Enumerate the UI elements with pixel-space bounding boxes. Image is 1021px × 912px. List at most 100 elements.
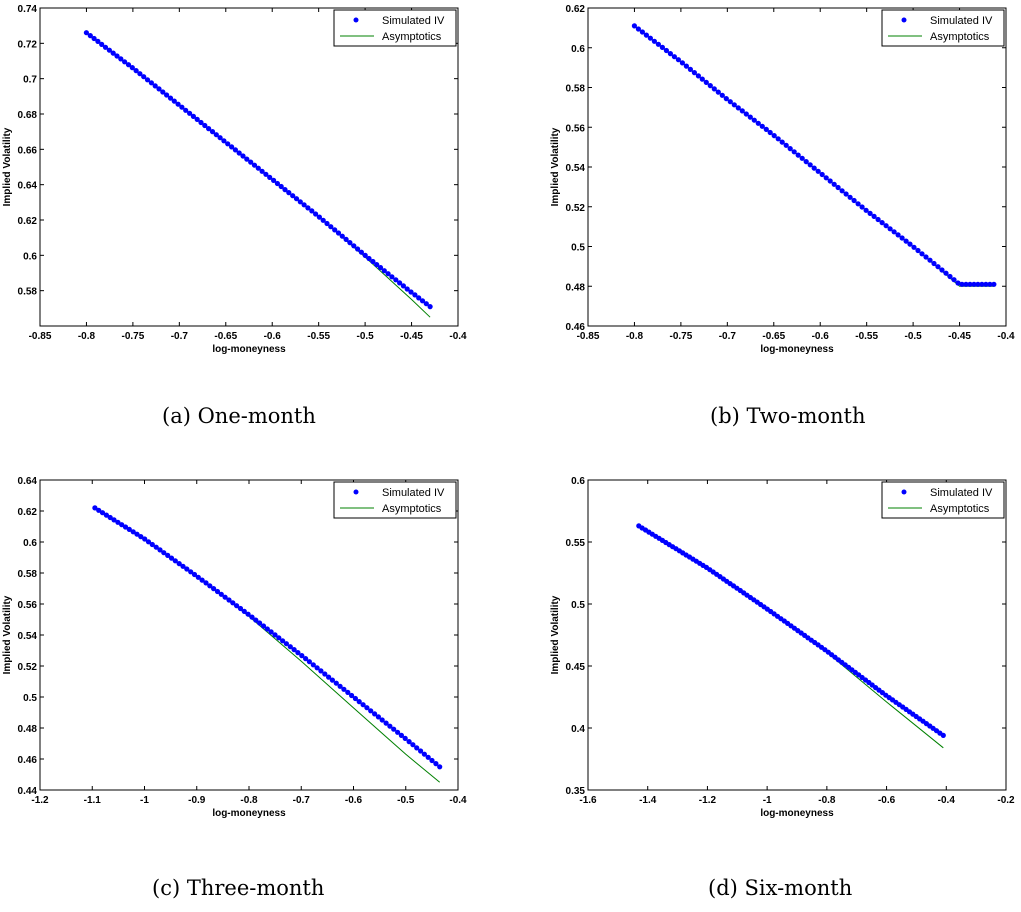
plot-frame [587,479,1007,791]
x-tick-label: -0.6 [345,795,363,806]
marker-simulated-iv [423,301,429,307]
y-tick-label: 0.52 [18,662,38,673]
marker-simulated-iv [225,141,231,147]
marker-simulated-iv [839,188,845,194]
caption-six-month: (d) Six-month [708,876,853,900]
marker-simulated-iv [324,220,330,227]
marker-simulated-iv [377,265,384,271]
marker-simulated-iv [695,73,701,79]
marker-simulated-iv [287,644,293,650]
marker-simulated-iv [940,732,946,738]
marker-simulated-iv [987,281,993,287]
marker-simulated-iv [412,292,418,298]
marker-simulated-iv [703,79,709,85]
y-tick-label: 0.46 [566,322,586,333]
marker-simulated-iv [827,178,833,184]
marker-simulated-iv [971,281,977,287]
marker-simulated-iv [875,216,881,223]
marker-simulated-iv [727,99,733,105]
marker-simulated-iv [887,226,893,232]
marker-simulated-iv [735,105,741,111]
marker-simulated-iv [106,47,112,53]
marker-simulated-iv [755,120,761,126]
x-tick-label: -0.6 [264,331,282,342]
x-tick-label: -1.1 [84,795,102,806]
marker-simulated-iv [198,119,204,126]
marker-simulated-iv [267,174,273,180]
marker-simulated-iv [835,184,841,191]
marker-simulated-iv [339,233,345,239]
marker-simulated-iv [118,56,124,62]
marker-simulated-iv [322,671,328,677]
y-tick-label: 0.56 [566,123,586,134]
marker-simulated-iv [293,196,300,202]
marker-simulated-iv [176,561,182,567]
plot-frame [39,479,459,791]
y-tick-label: 0.74 [18,4,38,15]
y-tick-label: 0.35 [566,786,586,797]
x-tick-label: -0.2 [997,795,1015,806]
marker-simulated-iv [360,702,366,708]
legend-marker-simulated-iv [901,489,907,495]
x-tick-label: -0.45 [948,331,971,342]
y-tick-label: 0.54 [566,163,586,174]
marker-simulated-iv [114,53,120,59]
legend-label-asymptotics: Asymptotics [930,503,990,515]
x-tick-label: -0.5 [397,795,415,806]
marker-simulated-iv [807,162,813,168]
marker-simulated-iv [309,208,315,214]
marker-simulated-iv [221,138,227,144]
y-tick-label: 0.6 [571,476,585,487]
marker-simulated-iv [83,30,89,36]
marker-simulated-iv [320,217,326,223]
series-line-asymptotics [94,507,441,783]
marker-simulated-iv [851,197,857,204]
caption-two-month: (b) Two-month [710,404,866,428]
marker-simulated-iv [286,190,292,196]
marker-simulated-iv [218,591,224,597]
y-tick-label: 0.72 [18,39,38,50]
y-tick-label: 0.44 [18,786,38,797]
marker-simulated-iv [272,632,278,638]
x-tick-label: -0.8 [626,331,644,342]
marker-simulated-iv [811,165,817,171]
marker-simulated-iv [91,35,97,42]
marker-simulated-iv [226,597,232,603]
chart-one-month: -0.85 -0.8 -0.75 -0.7 -0.65 -0.6 -0.55 -0.5 -0.4… [2,4,467,355]
marker-simulated-iv [260,623,267,629]
x-tick-label: -0.55 [307,331,330,342]
marker-simulated-iv [915,247,921,254]
marker-simulated-iv [923,254,929,260]
legend-box [333,481,457,519]
marker-simulated-iv [240,153,246,159]
marker-simulated-iv [967,281,973,287]
marker-simulated-iv [316,214,322,220]
marker-simulated-iv [303,656,309,662]
marker-simulated-iv [161,550,167,556]
marker-simulated-iv [883,223,889,229]
marker-simulated-iv [138,534,144,540]
marker-simulated-iv [935,264,941,270]
marker-simulated-iv [328,224,334,230]
marker-simulated-iv [787,146,793,152]
x-tick-label: -0.7 [293,795,311,806]
marker-simulated-iv [429,757,435,764]
marker-simulated-iv [137,71,143,77]
marker-simulated-iv [229,144,235,150]
marker-simulated-iv [663,47,669,54]
x-tick-label: -1 [763,795,772,806]
marker-simulated-iv [863,207,869,213]
marker-simulated-iv [276,635,282,641]
marker-simulated-iv [156,86,162,92]
y-tick-label: 0.7 [23,75,37,86]
y-tick-label: 0.4 [571,724,585,735]
marker-simulated-iv [278,183,284,190]
marker-simulated-iv [975,281,981,287]
marker-simulated-iv [168,555,175,561]
marker-simulated-iv [368,708,374,714]
marker-simulated-iv [99,41,105,48]
marker-simulated-iv [667,51,673,57]
chart-two-month: -0.85 -0.8 -0.75 -0.7 -0.65 -0.6 -0.55 -0.5 -0.4… [550,4,1015,355]
marker-simulated-iv [87,33,93,39]
marker-simulated-iv [671,54,677,60]
